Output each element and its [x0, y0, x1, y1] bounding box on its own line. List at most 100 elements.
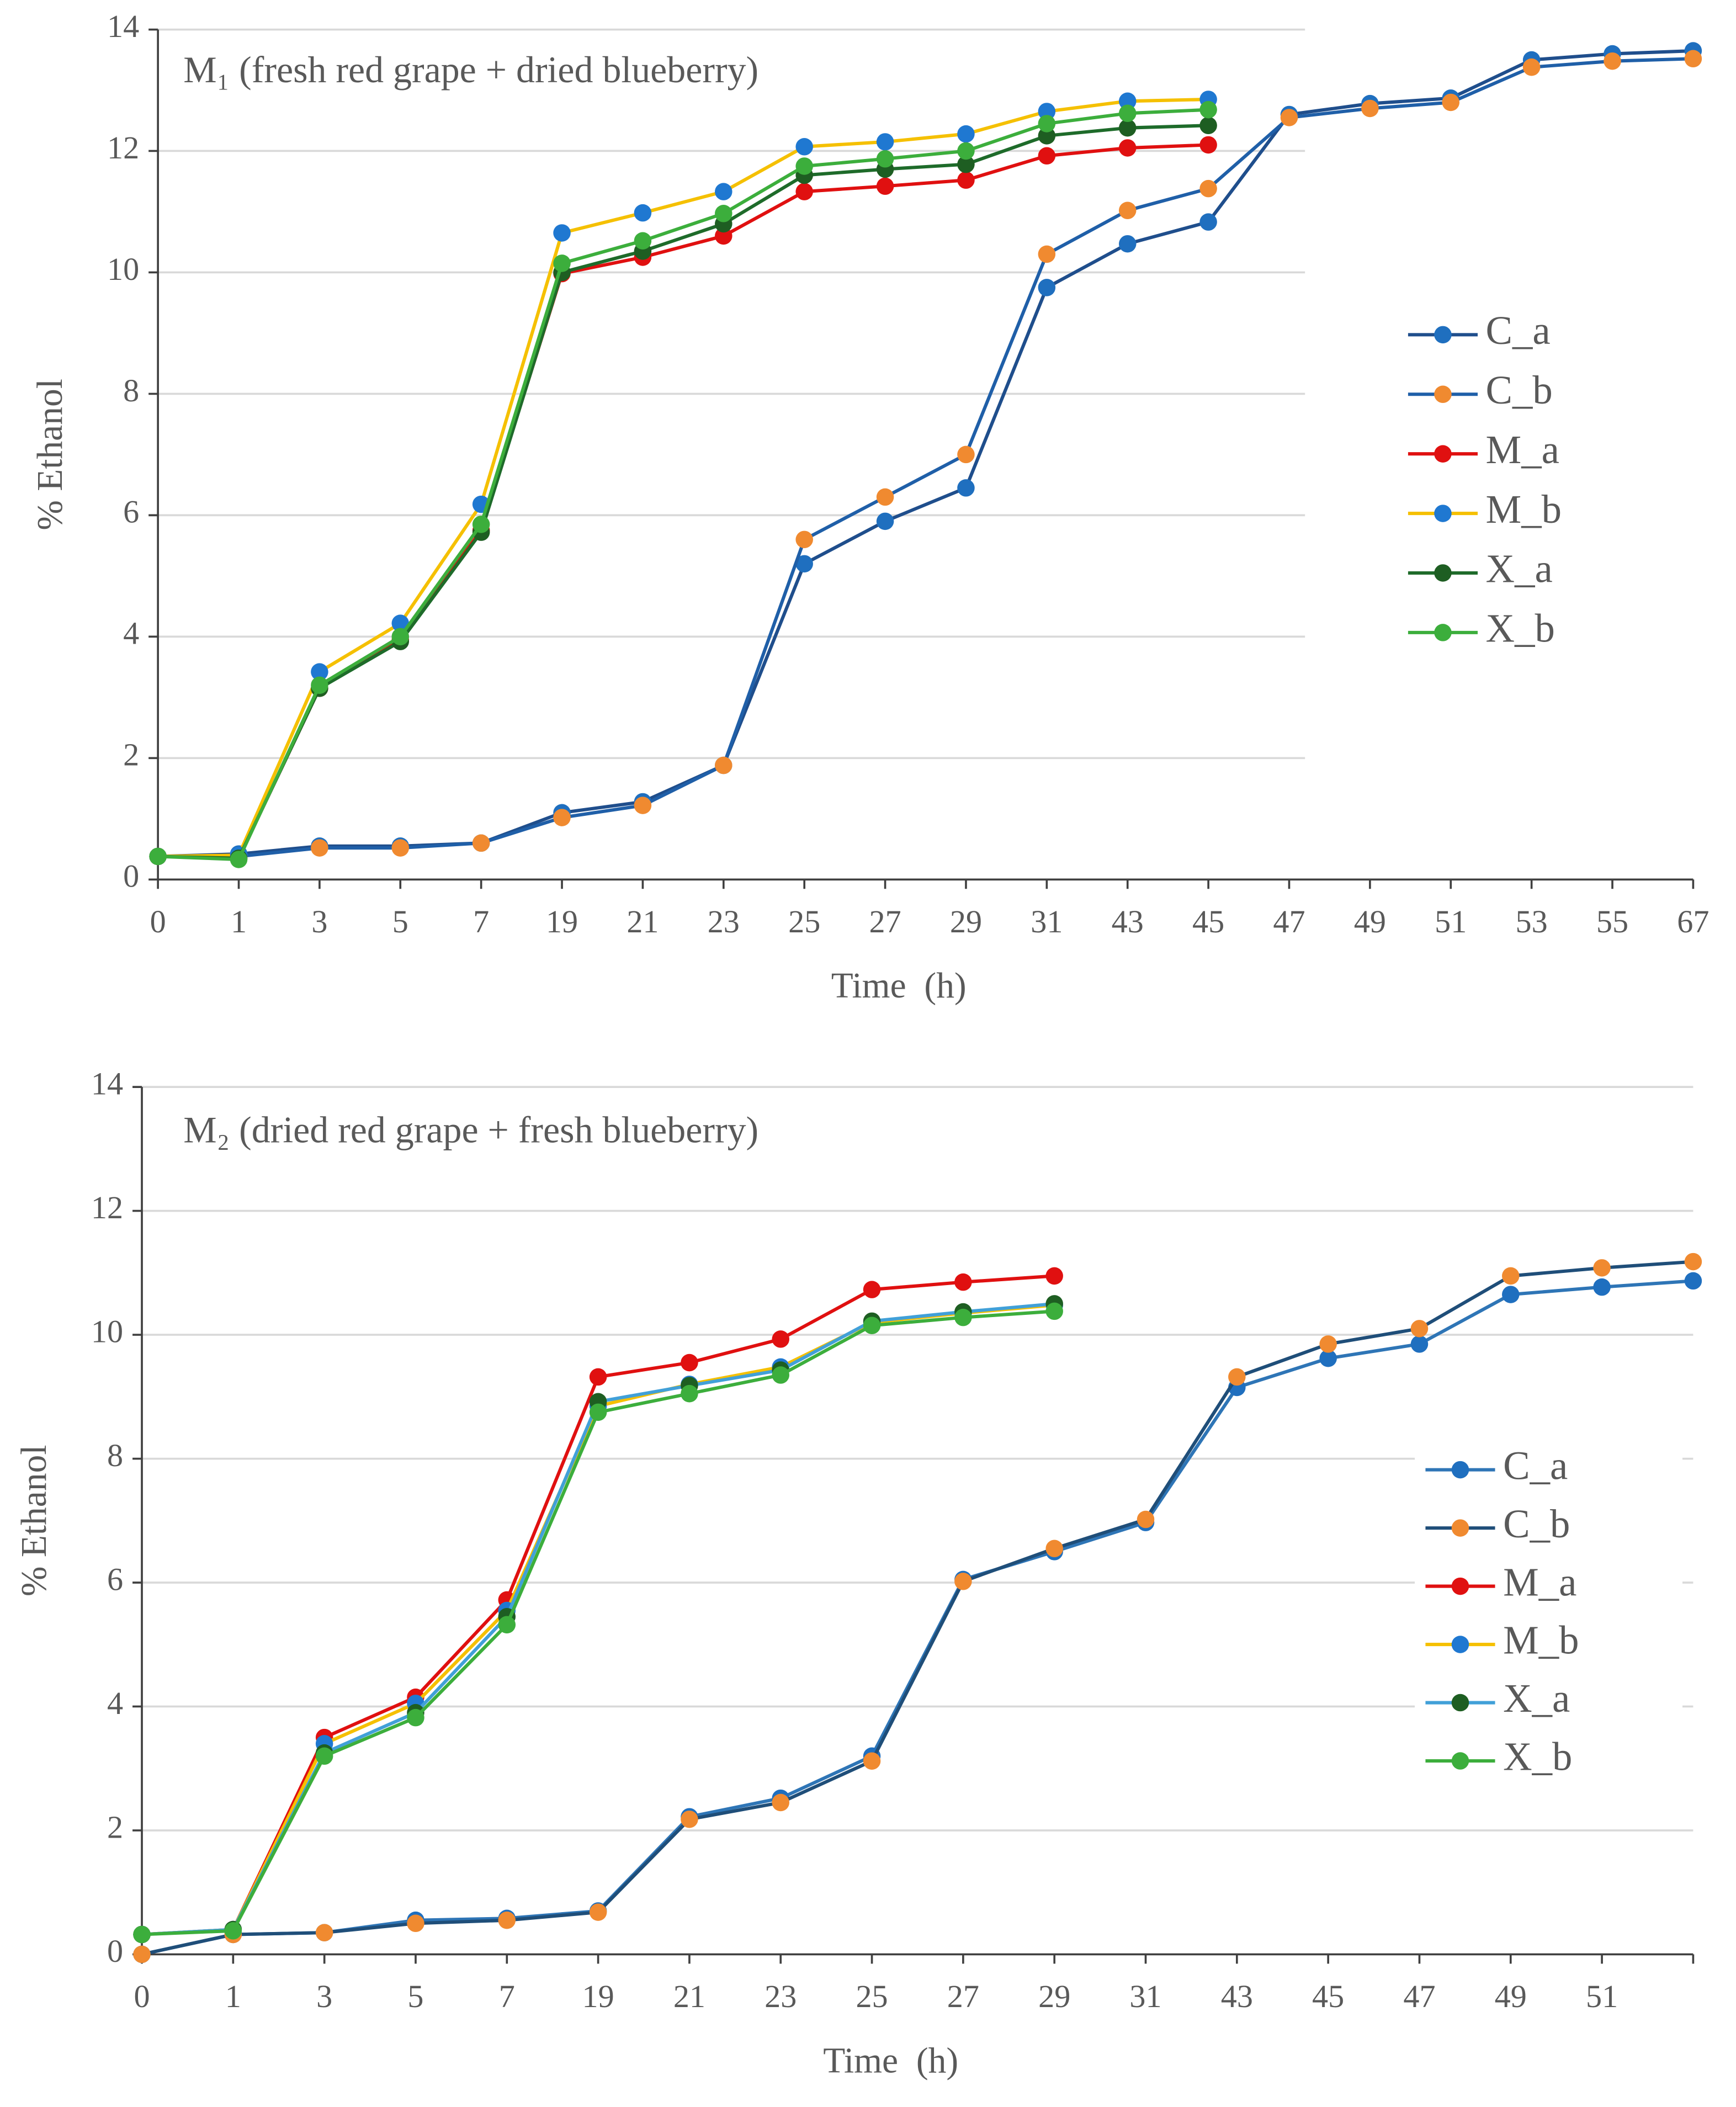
point	[715, 227, 732, 245]
point	[1045, 1302, 1063, 1320]
point	[1442, 93, 1460, 112]
x-tick-label: 27	[869, 904, 901, 940]
legend-marker	[1451, 1636, 1469, 1653]
point	[1118, 119, 1137, 137]
legend-marker	[1451, 1752, 1469, 1770]
point	[954, 1308, 972, 1326]
point	[1593, 1259, 1611, 1277]
point	[1280, 109, 1298, 126]
x-tick-label: 3	[311, 904, 327, 940]
point	[1228, 1368, 1246, 1386]
point	[634, 797, 652, 814]
point	[1684, 1272, 1702, 1290]
x-tick-label: 45	[1192, 904, 1224, 940]
point	[1361, 99, 1379, 118]
x-tick-label: 29	[1038, 1978, 1070, 2014]
point	[1604, 52, 1621, 70]
x-tick-label: 3	[316, 1978, 332, 2014]
point	[1038, 279, 1056, 296]
point	[315, 1924, 333, 1941]
point	[391, 614, 410, 632]
point	[795, 183, 813, 200]
point	[1118, 139, 1137, 157]
point	[863, 1317, 881, 1334]
x-tick-label: 19	[582, 1978, 614, 2014]
point	[772, 1366, 790, 1384]
x-tick-label: 5	[392, 904, 408, 940]
point	[715, 756, 732, 774]
point	[795, 555, 813, 573]
y-tick-label: 10	[107, 251, 139, 287]
x-tick-label: 29	[950, 904, 982, 940]
legend-marker	[1434, 624, 1452, 641]
point	[1045, 1540, 1063, 1558]
x-tick-label: 53	[1516, 904, 1548, 940]
point	[391, 839, 410, 857]
point	[634, 232, 652, 250]
legend-label: M_b	[1486, 487, 1562, 532]
point	[1199, 179, 1217, 198]
x-tick-label: 27	[947, 1978, 979, 2014]
point	[876, 512, 894, 530]
point	[133, 1945, 151, 1963]
legend-label: X_b	[1503, 1734, 1572, 1779]
y-tick-label: 8	[123, 373, 139, 408]
point	[876, 177, 894, 195]
point	[681, 1354, 698, 1372]
x-tick-label: 7	[473, 904, 489, 940]
series-line	[141, 1260, 1693, 1956]
x-tick-label: 0	[150, 904, 166, 940]
x-tick-label: 51	[1435, 904, 1467, 940]
point	[553, 809, 571, 826]
point	[1502, 1286, 1520, 1303]
x-tick-label: 55	[1596, 904, 1628, 940]
point	[957, 125, 975, 143]
series-line	[158, 97, 1209, 858]
point	[795, 157, 813, 175]
legend-box	[1415, 1436, 1683, 1800]
point	[498, 1616, 516, 1634]
point	[589, 1403, 607, 1421]
point	[407, 1914, 424, 1933]
point	[954, 1572, 972, 1590]
chart-title: M₂ (dried red grape + fresh blueberry)	[183, 1110, 758, 1151]
x-tick-label: 45	[1312, 1978, 1344, 2014]
point	[1199, 116, 1217, 135]
point	[1118, 92, 1137, 110]
point	[230, 851, 248, 868]
point	[772, 1793, 790, 1812]
point	[1410, 1320, 1429, 1338]
x-tick-label: 43	[1221, 1978, 1253, 2014]
point	[311, 663, 328, 681]
y-tick-label: 6	[123, 494, 139, 530]
point	[133, 1925, 151, 1944]
legend-marker	[1451, 1577, 1469, 1595]
point	[315, 1747, 333, 1765]
legend-label: C_a	[1503, 1443, 1568, 1488]
x-tick-label: 67	[1677, 904, 1709, 940]
point	[1319, 1335, 1337, 1353]
legend-marker	[1451, 1461, 1469, 1479]
point	[472, 516, 490, 533]
point	[795, 530, 813, 549]
legend-marker	[1434, 564, 1452, 582]
legend-box	[1397, 301, 1719, 672]
y-tick-label: 8	[107, 1437, 123, 1473]
point	[149, 847, 167, 866]
legend-label: X_b	[1486, 606, 1555, 651]
x-tick-label: 21	[673, 1978, 705, 2014]
legend-label: M_a	[1503, 1559, 1576, 1604]
y-tick-label: 12	[91, 1190, 123, 1225]
x-tick-label: 0	[134, 1978, 150, 2014]
x-tick-label: 51	[1586, 1978, 1618, 2014]
y-tick-label: 4	[123, 615, 139, 651]
point	[1410, 1335, 1429, 1353]
point	[1118, 201, 1137, 220]
legend-label: X_a	[1486, 546, 1553, 591]
x-tick-label: 7	[499, 1978, 515, 2014]
point	[863, 1752, 881, 1770]
point	[1118, 235, 1137, 253]
legend-marker	[1451, 1694, 1469, 1712]
legend-marker	[1434, 326, 1452, 344]
